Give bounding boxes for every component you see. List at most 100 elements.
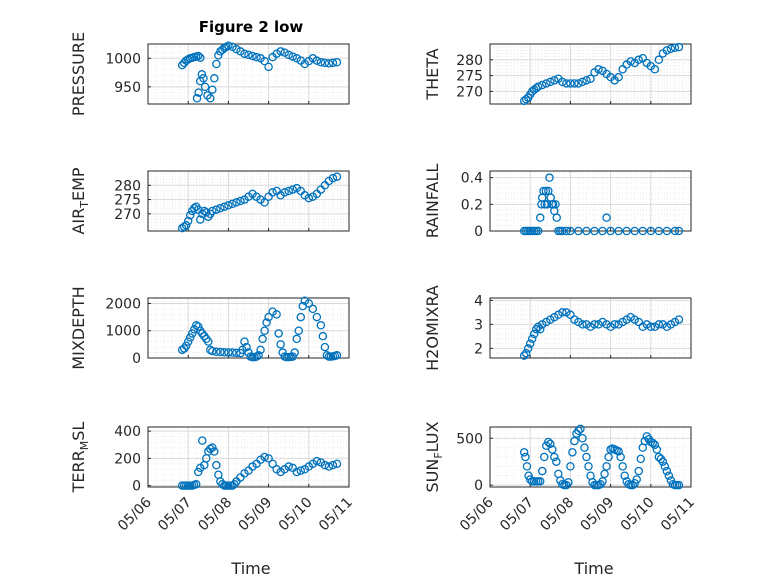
data-point — [192, 94, 202, 103]
y-axis-label-7: TERRMSL — [69, 422, 91, 494]
data-point — [536, 213, 545, 222]
data-point — [218, 480, 227, 489]
data-point — [185, 333, 195, 342]
data-point — [258, 334, 267, 344]
data-point — [206, 94, 215, 103]
y-axis-label-6: H2OMIXRA — [423, 285, 442, 371]
data-point — [662, 466, 672, 476]
y-axis-label-5: MIXDEPTH — [69, 286, 88, 369]
data-point — [316, 58, 326, 67]
data-point — [562, 79, 571, 88]
data-point — [519, 448, 529, 457]
data-point — [570, 436, 579, 446]
data-point — [594, 65, 603, 74]
data-point — [582, 226, 591, 236]
data-point — [566, 226, 575, 236]
data-point — [240, 49, 249, 58]
data-point — [274, 329, 283, 338]
axes-frame — [489, 426, 692, 488]
data-point — [252, 352, 261, 361]
axes-frame — [489, 43, 692, 105]
data-point — [210, 74, 219, 83]
axes-frame — [147, 43, 350, 105]
y-axis-label-1: PRESSURE — [69, 32, 88, 116]
data-point — [288, 52, 297, 61]
data-point — [212, 205, 221, 214]
data-point — [224, 201, 233, 210]
data-point — [566, 462, 575, 471]
data-point — [538, 80, 547, 90]
data-point — [662, 46, 672, 55]
data-point — [288, 185, 297, 194]
data-point — [272, 310, 281, 319]
data-point — [185, 211, 195, 220]
data-point — [214, 51, 223, 60]
data-point — [578, 433, 587, 443]
data-point — [610, 320, 619, 329]
data-point — [312, 456, 322, 466]
data-point — [634, 466, 643, 476]
data-point — [322, 351, 332, 360]
data-point — [523, 344, 533, 353]
data-point — [248, 51, 257, 61]
data-point — [522, 462, 532, 471]
data-point — [598, 226, 607, 236]
data-point — [262, 318, 271, 327]
data-point — [264, 312, 273, 322]
data-point — [540, 452, 549, 462]
data-point — [578, 77, 587, 87]
data-point — [578, 320, 587, 329]
data-point — [328, 173, 338, 183]
y-tick-label: 275 — [114, 193, 141, 209]
data-point — [674, 42, 684, 52]
data-point — [544, 437, 553, 447]
data-point — [658, 457, 668, 466]
y-tick-label: 280 — [456, 53, 483, 69]
data-point — [260, 452, 269, 462]
data-point — [664, 471, 674, 480]
data-point — [539, 186, 548, 196]
data-point — [620, 471, 629, 480]
data-point — [312, 312, 322, 322]
data-point — [527, 334, 537, 344]
x-axis-label-right: Time — [573, 559, 613, 578]
data-point — [558, 77, 567, 87]
data-point — [650, 440, 660, 450]
data-point — [296, 466, 306, 475]
y-tick-label: 275 — [456, 69, 483, 85]
data-point — [216, 347, 225, 357]
y-axis-label-3: AIRTEMP — [69, 167, 91, 234]
data-point — [252, 52, 261, 62]
y-tick-label: 4 — [474, 293, 483, 309]
y-axis-label-2: THETA — [423, 48, 442, 100]
data-point — [548, 445, 557, 454]
data-point — [604, 452, 613, 462]
data-point — [194, 88, 203, 97]
plot-area — [148, 427, 349, 487]
data-point — [558, 226, 567, 236]
data-point — [650, 65, 660, 74]
data-point — [203, 91, 212, 100]
data-point — [332, 58, 342, 67]
axes-frame — [147, 426, 350, 488]
data-point — [260, 326, 269, 335]
data-point — [254, 351, 263, 360]
data-point — [670, 43, 680, 53]
data-point — [288, 352, 297, 361]
data-point — [220, 348, 229, 357]
x-axis-label-left: Time — [230, 559, 270, 578]
subplot-1: 950 1000 PRESSURE — [69, 32, 350, 116]
y-axis-label-4: RAINFALL — [423, 164, 442, 239]
figure-title: Figure 2 low — [199, 18, 304, 36]
data-point — [568, 448, 577, 457]
data-point — [574, 79, 583, 88]
plot-area — [148, 298, 349, 358]
data-point — [531, 324, 541, 334]
data-point — [236, 196, 245, 206]
data-point — [606, 226, 615, 236]
data-point — [210, 447, 219, 456]
y-tick-label: 2000 — [105, 296, 141, 312]
data-point — [183, 216, 193, 226]
data-point — [228, 199, 237, 209]
data-point — [196, 215, 205, 224]
